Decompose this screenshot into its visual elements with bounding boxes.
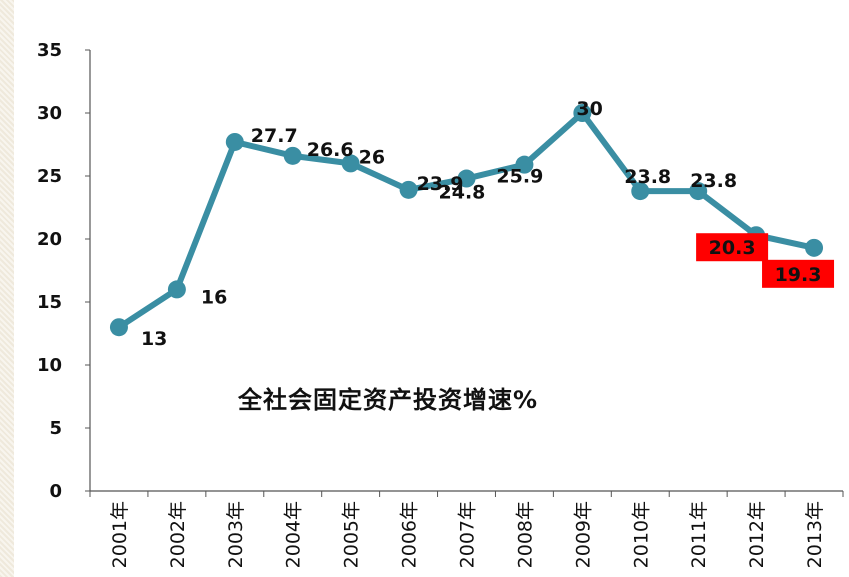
data-point (805, 238, 824, 257)
data-label: 19.3 (775, 264, 822, 286)
data-label: 13 (141, 328, 167, 350)
data-point (109, 318, 128, 337)
data-point (689, 182, 708, 201)
data-point (573, 104, 592, 122)
x-tick-label: 2007年 (457, 501, 479, 568)
x-tick-label: 2011年 (688, 501, 710, 568)
y-tick-label: 5 (49, 418, 62, 439)
x-axis-ticks: 2001年 2002年 2003年 2004年 2005年 2006年 2007年 2008年… (89, 491, 844, 568)
y-tick-label: 0 (49, 481, 62, 502)
data-label: 30 (576, 98, 602, 120)
y-tick-label: 20 (37, 229, 62, 250)
y-axis-ticks: 0 5 10 15 20 25 30 35 (37, 40, 90, 502)
data-point (399, 180, 418, 199)
y-tick-label: 30 (37, 103, 62, 124)
data-label: 23.9 (417, 173, 464, 195)
data-point (341, 154, 360, 173)
x-tick-label: 2006年 (399, 501, 421, 568)
data-label: 23.8 (690, 170, 737, 192)
y-tick-label: 15 (37, 292, 62, 313)
data-point (515, 155, 534, 174)
data-label: 26.6 (307, 139, 354, 161)
x-tick-label: 2013年 (804, 501, 826, 568)
series-line-group (109, 104, 824, 337)
x-tick-label: 2002年 (167, 501, 189, 568)
data-label: 25.9 (496, 166, 543, 188)
data-point (283, 146, 302, 165)
data-label-highlight (762, 259, 835, 288)
data-point (457, 169, 476, 188)
data-label: 20.3 (709, 237, 756, 259)
data-label: 23.8 (624, 166, 671, 188)
x-tick-label: 2004年 (283, 501, 305, 568)
y-tick-label: 35 (37, 40, 62, 61)
data-label: 16 (201, 286, 227, 308)
x-tick-label: 2001年 (109, 501, 131, 568)
y-tick-label: 25 (37, 166, 62, 187)
data-point (167, 280, 186, 299)
data-point (225, 132, 244, 151)
data-labels: 13 16 27.7 26.6 26 23.924.8 25.9 30 23.8 23.8 20.3… (141, 98, 835, 350)
left-decorative-strip (0, 0, 14, 577)
data-label: 27.7 (251, 125, 298, 147)
x-tick-label: 2008年 (514, 501, 536, 568)
data-label: 26 (359, 146, 385, 168)
data-point (631, 182, 650, 201)
chart-axes (89, 50, 843, 492)
data-label-highlight (696, 233, 769, 262)
x-tick-label: 2003年 (225, 501, 247, 568)
data-label: 24.8 (439, 182, 486, 204)
x-tick-label: 2010年 (630, 501, 652, 568)
y-tick-label: 10 (37, 355, 62, 376)
x-tick-label: 2012年 (746, 501, 768, 568)
x-tick-label: 2005年 (341, 501, 363, 568)
chart-title: 全社会固定资产投资增速% (237, 386, 538, 414)
x-tick-label: 2009年 (572, 501, 594, 568)
